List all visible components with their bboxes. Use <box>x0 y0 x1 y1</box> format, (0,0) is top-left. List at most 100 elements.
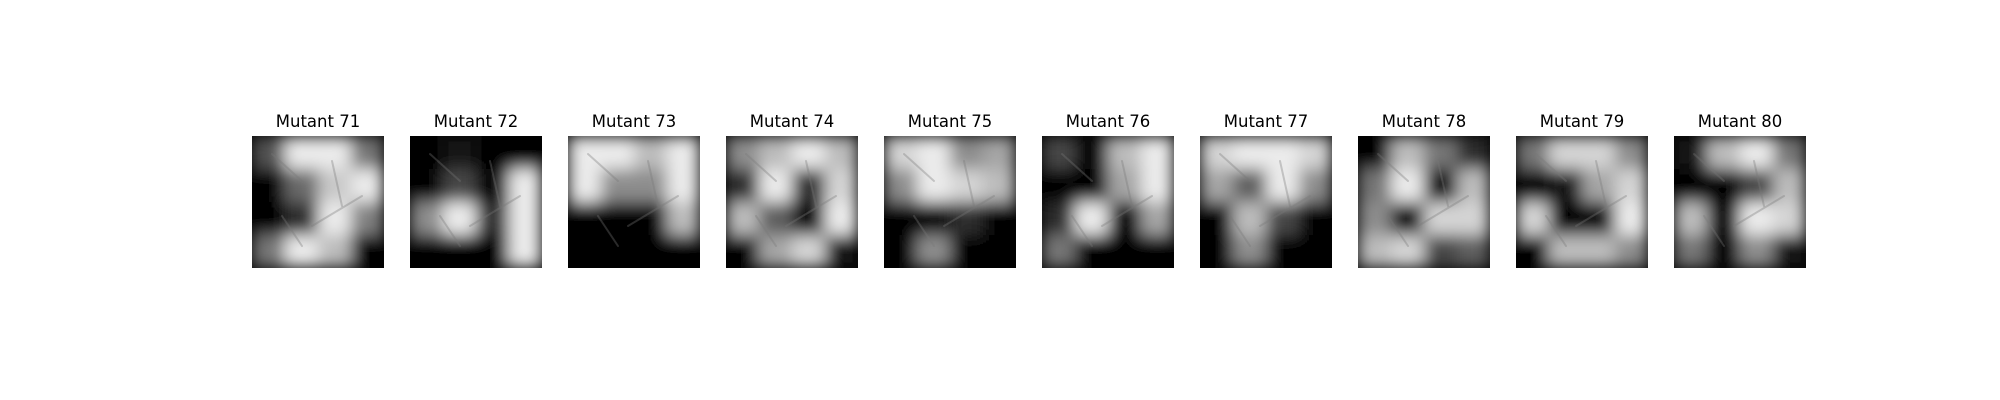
mask-cell <box>1075 169 1108 202</box>
mask-cell <box>917 235 950 268</box>
mask-cell <box>1299 169 1332 202</box>
mask-cell <box>1457 235 1490 268</box>
mask-cell <box>476 169 509 202</box>
texture-stroke <box>311 195 363 227</box>
mask-cell <box>318 235 351 268</box>
mask-cell <box>1582 169 1615 202</box>
mask-cell <box>792 202 825 235</box>
mutant-panel: Mutant 71 <box>252 112 384 268</box>
texture-stroke <box>1437 160 1449 207</box>
panel-title: Mutant 78 <box>1381 112 1467 131</box>
mask-cell <box>351 235 384 268</box>
mask-cell <box>1773 136 1806 169</box>
mask-cell <box>983 235 1016 268</box>
mask-cell <box>443 202 476 235</box>
mask-cell <box>1674 136 1707 169</box>
mask-cell <box>285 202 318 235</box>
mask-cell <box>1299 235 1332 268</box>
mask-cell <box>1707 202 1740 235</box>
mask-cell <box>825 169 858 202</box>
mutant-heatmap <box>884 136 1016 268</box>
mask-cell <box>667 169 700 202</box>
mask-cell <box>1549 169 1582 202</box>
mask-cell <box>1740 169 1773 202</box>
mask-cell <box>410 235 443 268</box>
mutant-panel: Mutant 76 <box>1042 112 1174 268</box>
mask-cell <box>1615 136 1648 169</box>
mask-cell <box>1358 202 1391 235</box>
texture-stroke <box>1229 215 1251 247</box>
mask-cell <box>1358 235 1391 268</box>
texture-stroke <box>1387 215 1409 247</box>
mask-cell <box>1582 202 1615 235</box>
mask-cell <box>1516 136 1549 169</box>
mask-cell <box>917 169 950 202</box>
mask-cell <box>1108 202 1141 235</box>
mask-cell <box>726 136 759 169</box>
texture-stroke <box>943 195 995 227</box>
mask-cell <box>1141 235 1174 268</box>
mask-cell <box>950 235 983 268</box>
mask-cell <box>285 169 318 202</box>
mask-cell <box>1233 169 1266 202</box>
mask-cell <box>285 235 318 268</box>
mask-cell <box>792 235 825 268</box>
mask-cell <box>1773 202 1806 235</box>
mutant-heatmap <box>1200 136 1332 268</box>
mask-cell <box>1424 202 1457 235</box>
mask-cell <box>1707 136 1740 169</box>
mask-cell <box>1233 235 1266 268</box>
mutant-image <box>1674 136 1806 268</box>
mask-cell <box>792 136 825 169</box>
mask-cell <box>1773 235 1806 268</box>
mask-cell <box>983 136 1016 169</box>
mask-cell <box>759 235 792 268</box>
texture-stroke <box>1219 153 1251 182</box>
mutant-image <box>884 136 1016 268</box>
mask-cell <box>351 136 384 169</box>
texture-stroke <box>1377 153 1409 182</box>
mutant-panel: Mutant 75 <box>884 112 1016 268</box>
mask-cell <box>1141 202 1174 235</box>
panel-title: Mutant 80 <box>1697 112 1783 131</box>
mutant-image <box>1042 136 1174 268</box>
mask-cell <box>1674 202 1707 235</box>
mask-cell <box>917 136 950 169</box>
mask-cell <box>1233 202 1266 235</box>
mutant-panel: Mutant 77 <box>1200 112 1332 268</box>
texture-stroke <box>755 215 777 247</box>
mask-cell <box>252 169 285 202</box>
mask-cell <box>1740 235 1773 268</box>
mask-cell <box>1266 169 1299 202</box>
mask-cell <box>917 202 950 235</box>
mutant-heatmap <box>568 136 700 268</box>
mutant-panel: Mutant 80 <box>1674 112 1806 268</box>
mask-cell <box>1200 169 1233 202</box>
mask-cell <box>410 202 443 235</box>
mask-cell <box>667 202 700 235</box>
mask-cell <box>1424 235 1457 268</box>
mutant-image <box>252 136 384 268</box>
mutant-heatmap <box>252 136 384 268</box>
mask-cell <box>410 169 443 202</box>
mutant-image <box>568 136 700 268</box>
mask-cell <box>601 202 634 235</box>
mask-cell <box>476 235 509 268</box>
mask-cell <box>1424 169 1457 202</box>
mask-cell <box>950 169 983 202</box>
mask-cell <box>1615 235 1648 268</box>
texture-stroke <box>439 215 461 247</box>
mask-cell <box>884 202 917 235</box>
texture-stroke <box>963 160 975 207</box>
texture-stroke <box>1121 160 1133 207</box>
mask-cell <box>1516 235 1549 268</box>
mask-cell <box>1391 202 1424 235</box>
mutant-panel: Mutant 78 <box>1358 112 1490 268</box>
panel-title: Mutant 75 <box>907 112 993 131</box>
panel-title: Mutant 73 <box>591 112 677 131</box>
texture-stroke <box>913 215 935 247</box>
mask-cell <box>884 169 917 202</box>
mask-cell <box>285 136 318 169</box>
mask-cell <box>1358 169 1391 202</box>
mask-cell <box>443 235 476 268</box>
